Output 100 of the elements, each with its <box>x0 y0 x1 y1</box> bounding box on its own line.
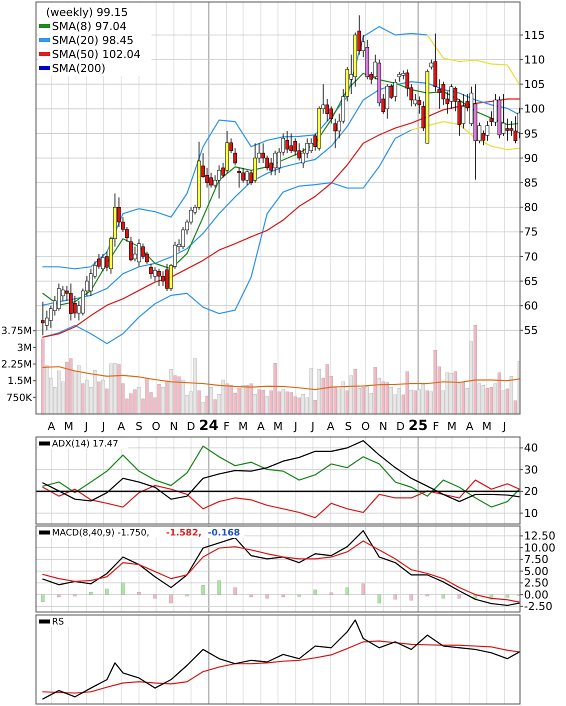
bar <box>462 382 466 414</box>
bar <box>69 358 73 414</box>
y2-tick-label: 1.5M <box>7 376 32 388</box>
bar <box>57 594 61 598</box>
x-tick-label: F <box>223 420 230 433</box>
bar <box>394 594 398 600</box>
x-tick-label: M <box>447 420 457 433</box>
x-tick-label: D <box>186 420 196 433</box>
candlestick <box>405 69 410 97</box>
bar <box>498 372 502 414</box>
legend-label: SMA(20) 98.45 <box>52 34 134 47</box>
x-tick-label: O <box>152 420 161 433</box>
bar <box>474 325 478 414</box>
bar <box>362 387 365 414</box>
y-tick-label: 70 <box>524 250 538 264</box>
bar <box>249 594 253 598</box>
y2-tick-label: 2.25M <box>1 360 32 371</box>
bar <box>454 371 458 414</box>
candlestick <box>245 170 249 186</box>
x-tick-label: 24 <box>199 418 219 434</box>
x-tick-label: N <box>379 420 388 433</box>
legend-label: ADX(14) 17.47 <box>52 440 118 450</box>
bar <box>434 350 437 414</box>
bar <box>342 382 345 414</box>
y-tick-label: 115 <box>524 28 545 42</box>
candlestick <box>209 172 213 188</box>
x-tick-label: N <box>170 420 178 433</box>
candlestick <box>309 138 314 154</box>
y-tick-label: 90 <box>524 152 538 165</box>
y-tick-label: 5.00 <box>524 564 548 578</box>
line-series <box>42 530 520 606</box>
bar <box>117 364 121 414</box>
y2-tick-label: 3M <box>17 342 32 354</box>
bar <box>105 588 109 595</box>
bar <box>281 594 285 598</box>
y-tick-label: 30 <box>524 463 538 476</box>
x-tick-label: A <box>48 420 56 433</box>
bar <box>313 590 317 595</box>
y-tick-label: 80 <box>524 201 538 214</box>
bar <box>177 376 181 414</box>
bar <box>93 370 97 414</box>
x-tick-label: M <box>273 420 283 433</box>
bar <box>137 592 141 595</box>
x-tick-label: F <box>432 420 440 433</box>
bar <box>318 368 321 414</box>
x-tick-label: A <box>257 420 266 433</box>
bar <box>113 362 117 414</box>
bar <box>257 389 261 414</box>
legend-label: SMA(200) <box>52 62 106 75</box>
bar <box>490 386 494 414</box>
candlestick <box>149 263 153 280</box>
bar <box>382 382 385 414</box>
line-series <box>42 98 520 338</box>
bar <box>361 584 365 595</box>
candlestick <box>69 283 73 321</box>
bar <box>354 368 357 414</box>
y-tick-label: 105 <box>524 78 545 92</box>
candlestick <box>450 84 454 110</box>
bar <box>169 594 173 604</box>
bar <box>109 364 113 414</box>
candlestick <box>506 118 510 142</box>
bar <box>237 388 241 414</box>
bar <box>249 384 253 414</box>
candlestick <box>417 96 422 114</box>
bar <box>153 594 157 599</box>
y-tick-label: 10.00 <box>524 541 556 554</box>
line-series <box>426 34 520 86</box>
x-tick-label: A <box>117 420 126 433</box>
x-tick-label: S <box>135 420 142 433</box>
legend-label: MACD(8,40,9) -1.750, <box>52 528 150 539</box>
x-tick-label: A <box>466 420 474 433</box>
bar <box>406 371 409 414</box>
y2-tick-label: 3.75M <box>1 326 32 338</box>
line-series <box>42 479 520 518</box>
candlestick <box>393 78 398 102</box>
candlestick <box>137 238 141 267</box>
bar <box>442 594 446 599</box>
bar <box>181 380 185 414</box>
candlestick <box>253 142 257 184</box>
annotation: -0.168 <box>208 528 240 539</box>
candlestick <box>165 263 169 292</box>
candlestick <box>241 167 245 184</box>
bar <box>345 587 349 595</box>
bar <box>374 367 377 414</box>
x-tick-label: J <box>502 420 506 433</box>
candlestick <box>329 106 334 124</box>
y-tick-label: 7.50 <box>524 553 548 566</box>
y-tick-label: 20 <box>524 485 538 498</box>
candlestick <box>237 167 241 188</box>
y-tick-label: 100 <box>524 102 545 116</box>
y-tick-label: 85 <box>524 176 538 190</box>
bar <box>410 594 414 600</box>
candlestick <box>41 301 45 336</box>
y-tick-label: 75 <box>524 226 538 239</box>
legend-label: SMA(8) 97.04 <box>52 20 127 33</box>
candlestick <box>157 268 161 286</box>
x-tick-label: J <box>293 420 298 433</box>
y2-tick-label: 750K <box>6 392 32 404</box>
line-series <box>42 540 520 603</box>
line-series <box>42 129 412 344</box>
